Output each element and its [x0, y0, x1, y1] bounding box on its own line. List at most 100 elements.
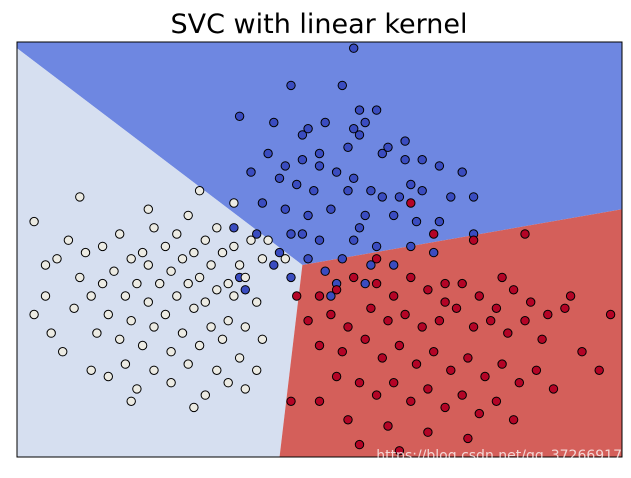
data-point-blue	[303, 210, 313, 221]
data-point-white	[229, 291, 239, 301]
data-point-blue	[354, 130, 365, 140]
data-point-red	[548, 384, 559, 394]
data-point-white	[166, 378, 176, 388]
data-point-white	[69, 303, 79, 313]
data-point-red	[491, 303, 502, 313]
data-point-red	[286, 396, 296, 406]
data-point-white	[137, 340, 148, 351]
data-point-white	[217, 247, 228, 258]
data-point-red	[394, 446, 405, 456]
data-point-white	[166, 266, 176, 276]
data-point-blue	[257, 198, 268, 208]
data-point-red	[434, 316, 445, 326]
data-point-white	[40, 260, 51, 270]
data-point-white	[172, 291, 182, 301]
data-point-white	[149, 223, 159, 233]
data-point-white	[229, 198, 239, 208]
data-point-red	[491, 396, 502, 406]
data-point-blue	[377, 148, 387, 159]
data-point-blue	[297, 130, 308, 140]
data-point-blue	[337, 80, 347, 91]
data-point-red	[354, 378, 365, 388]
data-point-white	[40, 291, 51, 301]
data-point-red	[514, 378, 524, 388]
data-point-red	[411, 359, 422, 369]
data-point-white	[246, 235, 256, 245]
data-point-white	[194, 272, 205, 283]
data-point-blue	[377, 192, 387, 202]
data-point-red	[314, 396, 325, 406]
data-point-white	[132, 278, 142, 289]
data-point-blue	[360, 210, 370, 221]
data-point-white	[120, 359, 131, 369]
data-point-white	[126, 254, 136, 264]
decision-region-white	[17, 48, 303, 457]
data-point-white	[183, 278, 193, 289]
data-point-blue	[234, 111, 245, 122]
data-point-red	[440, 402, 450, 413]
data-point-red	[303, 316, 313, 326]
data-point-blue	[331, 167, 342, 177]
data-point-white	[280, 254, 290, 264]
data-point-blue	[269, 117, 279, 128]
data-point-red	[406, 272, 416, 283]
data-point-white	[252, 365, 262, 375]
data-point-red	[371, 390, 382, 400]
data-point-blue	[389, 210, 399, 221]
data-point-white	[126, 316, 136, 326]
data-point-blue	[400, 155, 410, 165]
data-point-blue	[343, 186, 353, 196]
data-point-white	[143, 260, 154, 270]
data-point-red	[577, 347, 587, 357]
series-white	[29, 186, 290, 413]
data-point-blue	[337, 254, 347, 264]
data-point-white	[240, 322, 251, 332]
data-point-white	[160, 241, 171, 252]
data-point-red	[531, 365, 542, 375]
data-point-white	[86, 365, 96, 375]
data-point-red	[486, 316, 496, 326]
data-point-blue	[286, 272, 296, 283]
data-point-blue	[286, 229, 296, 239]
data-point-red	[423, 285, 433, 295]
data-point-blue	[366, 186, 376, 196]
data-point-blue	[326, 291, 336, 301]
data-point-blue	[354, 223, 365, 233]
data-point-white	[143, 204, 154, 214]
data-point-blue	[320, 117, 330, 128]
data-point-blue	[320, 266, 330, 276]
data-point-red	[371, 278, 382, 289]
data-point-white	[217, 334, 228, 344]
data-point-red	[337, 347, 347, 357]
data-point-blue	[406, 179, 416, 190]
data-point-blue	[434, 161, 445, 171]
data-point-blue	[297, 155, 308, 165]
data-point-white	[143, 297, 154, 307]
data-point-blue	[274, 173, 285, 184]
data-point-red	[292, 291, 302, 301]
data-point-white	[46, 328, 56, 338]
data-point-blue	[457, 167, 467, 177]
data-point-blue	[314, 235, 325, 245]
data-point-blue	[297, 229, 308, 239]
data-point-red	[389, 378, 399, 388]
data-point-white	[234, 260, 245, 270]
data-point-blue	[371, 105, 382, 115]
data-point-white	[149, 322, 159, 332]
data-point-white	[189, 402, 199, 413]
data-point-blue	[383, 142, 393, 153]
data-point-white	[189, 247, 199, 258]
data-point-blue	[314, 161, 325, 171]
data-point-blue	[240, 285, 251, 295]
data-point-blue	[263, 148, 273, 159]
data-point-red	[474, 291, 484, 301]
data-point-white	[115, 229, 125, 239]
data-point-red	[560, 303, 570, 313]
data-point-blue	[303, 254, 313, 264]
data-point-white	[86, 291, 96, 301]
watermark-text: https://blog.csdn.net/qq_37266917	[376, 448, 622, 464]
data-point-blue	[349, 43, 359, 53]
data-point-red	[371, 254, 382, 264]
